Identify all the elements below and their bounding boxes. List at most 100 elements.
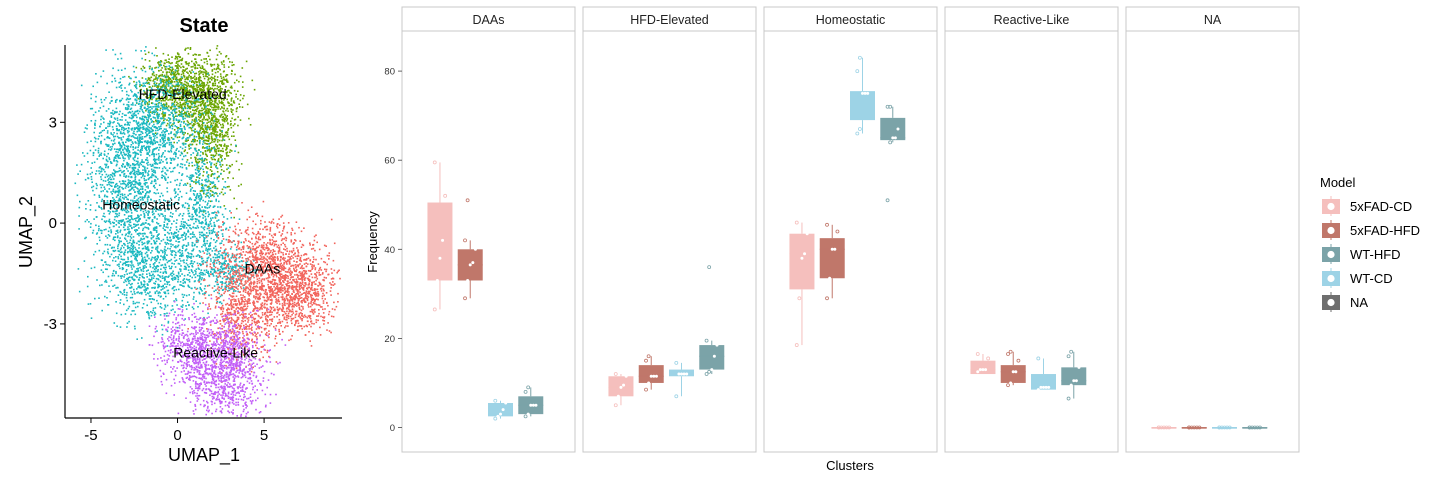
facet-strip: [763, 6, 938, 32]
boxplot-y-tick-layer: 0 20 40 60 80: [384, 67, 402, 434]
box-point: [976, 370, 980, 374]
box-point: [432, 307, 437, 312]
box-body: [970, 360, 996, 375]
umap-y-tick-label: 3: [49, 114, 57, 131]
box-hfd-elevated-wt-hfd: [699, 265, 725, 376]
box-homeostatic-wt-hfd: [880, 104, 906, 203]
box-daas-wt-cd: [488, 398, 513, 421]
umap-panel: State HFD-Elevated Homeostatic DAAs Reactiv…: [16, 15, 342, 466]
box-na-wt-hfd: [1242, 425, 1268, 430]
legend-label: NA: [1350, 295, 1368, 310]
facet-strip: [401, 6, 576, 32]
box-point: [1011, 370, 1015, 374]
box-point: [893, 136, 897, 140]
box-point: [441, 238, 445, 242]
box-point: [531, 403, 535, 407]
legend-item-na: NA: [1322, 292, 1368, 312]
box-body: [427, 202, 453, 281]
umap-cluster-homeostatic: [74, 46, 262, 347]
box-point: [471, 261, 475, 265]
box-point: [1066, 396, 1071, 401]
box-na-wt-cd: [1212, 425, 1237, 430]
umap-x-tick-label: -5: [84, 427, 97, 444]
box-point: [1077, 365, 1081, 369]
legend-key-point: [1327, 202, 1335, 211]
box-point: [1225, 425, 1229, 430]
box-body: [850, 91, 875, 121]
facet-strip-label: HFD-Elevated: [630, 13, 709, 27]
box-point: [1036, 356, 1041, 361]
box-point: [526, 412, 530, 416]
box-point: [975, 352, 980, 356]
box-point: [654, 374, 658, 378]
legend-key-point: [1327, 226, 1335, 235]
boxplot-x-label: Clusters: [826, 458, 874, 473]
box-reactive-like-5xfad-cd: [970, 352, 996, 375]
boxplot-y-tick-label: 20: [384, 334, 395, 345]
box-body: [1181, 427, 1207, 429]
legend-item-wt-hfd: WT-HFD: [1322, 244, 1401, 264]
box-point: [710, 368, 714, 372]
legend-key-point: [1327, 250, 1335, 259]
box-body: [789, 233, 815, 290]
facet-strip-label: Reactive-Like: [994, 13, 1070, 27]
box-point: [501, 408, 505, 412]
boxplot-y-label: Frequency: [365, 211, 380, 273]
box-point: [866, 91, 870, 95]
box-point: [986, 356, 991, 361]
facet-daas: DAAs: [401, 6, 576, 453]
boxplot-y-tick-label: 0: [390, 423, 395, 434]
box-homeostatic-5xfad-cd: [789, 220, 815, 347]
umap-cluster-reactive-like: [148, 297, 287, 418]
box-point: [468, 263, 472, 267]
box-point: [1222, 425, 1227, 430]
box-point: [1197, 425, 1202, 430]
box-body: [1242, 427, 1268, 429]
box-hfd-elevated-5xfad-cd: [608, 372, 634, 408]
box-point: [1252, 425, 1257, 430]
box-point: [473, 247, 477, 251]
box-point: [529, 403, 533, 407]
umap-label-homeostatic: Homeostatic: [102, 197, 180, 213]
box-point: [624, 374, 628, 378]
legend-title: Model: [1320, 175, 1356, 190]
box-point: [888, 104, 893, 109]
box-point: [622, 383, 626, 387]
facet-strip-label: Homeostatic: [816, 13, 885, 27]
box-point: [715, 343, 719, 347]
facet-strip: [944, 6, 1119, 32]
box-point: [712, 354, 716, 358]
box-point: [644, 358, 648, 363]
box-daas-5xfad-hfd: [457, 198, 483, 301]
box-hfd-elevated-5xfad-hfd: [638, 354, 664, 392]
box-point: [644, 387, 648, 392]
box-point: [858, 55, 862, 60]
box-point: [504, 401, 508, 405]
box-point: [855, 131, 860, 136]
box-point: [805, 232, 809, 236]
box-reactive-like-wt-hfd: [1061, 349, 1087, 401]
box-point: [1156, 425, 1161, 430]
box-point: [1217, 425, 1222, 430]
box-body: [880, 117, 906, 141]
box-point: [707, 265, 712, 270]
box-point: [534, 403, 538, 407]
box-point: [526, 385, 531, 390]
box-point: [885, 104, 890, 109]
box-point: [680, 372, 683, 376]
box-point: [682, 372, 686, 376]
umap-cluster-daas: [187, 200, 341, 383]
box-point: [1006, 383, 1010, 388]
box-point: [858, 127, 862, 131]
legend-key-point: [1327, 298, 1335, 307]
box-body: [1151, 427, 1177, 429]
box-point: [828, 276, 832, 280]
umap-label-reactive-like: Reactive-Like: [173, 345, 258, 361]
box-point: [1042, 385, 1045, 389]
box-point: [465, 198, 470, 203]
umap-y-label: UMAP_2: [16, 196, 37, 268]
box-point: [855, 69, 860, 73]
box-daas-5xfad-cd: [427, 160, 453, 312]
facet-panel: [944, 30, 1119, 453]
box-point: [435, 278, 439, 282]
